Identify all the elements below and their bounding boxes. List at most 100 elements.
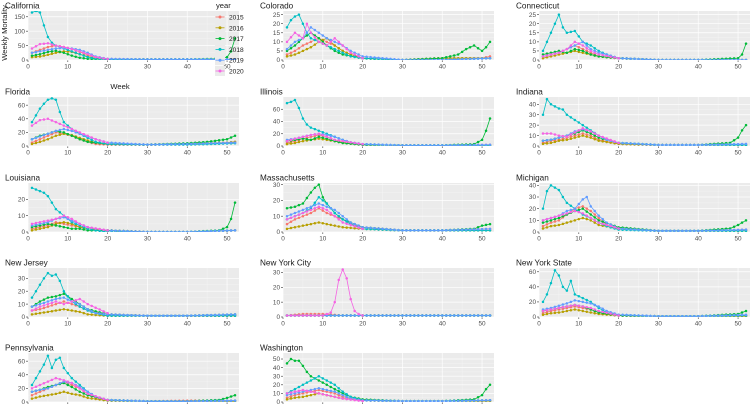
data-point-2015	[577, 46, 581, 49]
data-point-2017	[297, 359, 301, 362]
data-point-2019	[381, 56, 384, 60]
data-point-2018	[585, 42, 589, 45]
data-point-2019	[581, 300, 585, 304]
data-point-2017	[573, 47, 577, 51]
data-point-2016	[577, 217, 581, 221]
data-point-2020	[589, 130, 592, 133]
data-point-2020	[38, 383, 42, 387]
data-point-2019	[417, 399, 420, 402]
data-point-2020	[557, 134, 561, 137]
data-point-2019	[653, 229, 656, 232]
data-point-2015	[337, 393, 340, 397]
data-point-2019	[645, 58, 648, 60]
data-point-2017	[82, 57, 85, 60]
data-point-2020	[561, 134, 565, 138]
data-point-2019	[34, 304, 38, 307]
data-point-2016	[545, 142, 549, 145]
data-point-2016	[565, 138, 569, 141]
data-point-2020	[321, 207, 325, 210]
data-point-2018	[54, 358, 58, 362]
data-point-2016	[46, 53, 50, 57]
data-point-2020	[70, 127, 74, 131]
data-point-2020	[549, 308, 553, 311]
data-point-2020	[62, 378, 66, 382]
data-point-2019	[289, 213, 293, 216]
x-tick-label: 10	[319, 150, 327, 157]
data-point-2019	[385, 143, 388, 146]
data-point-2020	[361, 227, 364, 231]
panel-title-new-york-state: New York State	[516, 259, 572, 268]
data-point-2015	[549, 221, 553, 224]
data-point-2019	[621, 313, 624, 317]
data-point-2020	[54, 120, 58, 124]
data-point-2019	[661, 58, 664, 60]
data-point-2016	[333, 224, 336, 227]
data-point-2019	[708, 314, 712, 317]
data-point-2018	[317, 195, 321, 199]
data-point-2019	[728, 228, 732, 232]
data-point-2017	[480, 393, 484, 397]
data-point-2019	[154, 58, 157, 60]
data-point-2016	[50, 309, 54, 313]
data-point-2018	[46, 194, 50, 198]
data-point-2016	[34, 141, 38, 145]
data-point-2017	[34, 53, 38, 57]
data-point-2018	[553, 22, 557, 25]
data-point-2015	[589, 51, 592, 54]
data-point-2019	[381, 227, 384, 231]
data-point-2018	[337, 49, 340, 53]
data-point-2019	[170, 230, 173, 232]
data-point-2019	[397, 144, 400, 146]
data-point-2016	[561, 139, 565, 142]
data-point-2020	[62, 45, 66, 49]
data-point-2018	[349, 55, 352, 58]
data-point-2020	[293, 31, 297, 35]
data-point-2019	[369, 399, 372, 402]
data-point-2016	[66, 221, 70, 225]
data-point-2017	[484, 223, 488, 227]
data-point-2019	[472, 228, 476, 231]
data-point-2016	[553, 140, 557, 144]
legend-key-point	[218, 15, 222, 19]
data-point-2018	[50, 201, 54, 204]
legend-item-2015: 2015	[215, 12, 244, 22]
data-point-2020	[573, 209, 577, 213]
data-point-2020	[313, 391, 317, 394]
data-point-2016	[349, 226, 352, 230]
data-point-2018	[78, 52, 81, 56]
data-point-2017	[736, 56, 740, 60]
data-point-2020	[341, 397, 344, 400]
data-point-2019	[329, 389, 333, 393]
data-point-2016	[353, 226, 356, 230]
data-point-2019	[98, 312, 101, 315]
data-point-2020	[90, 226, 93, 229]
data-point-2017	[317, 379, 321, 382]
y-tick-label: 0	[21, 143, 25, 150]
data-point-2020	[353, 309, 356, 313]
data-point-2019	[561, 303, 565, 306]
series-line-2018	[286, 196, 491, 231]
data-point-2018	[541, 207, 545, 210]
data-point-2020	[293, 314, 297, 317]
data-point-2020	[613, 226, 616, 229]
data-point-2020	[74, 384, 78, 387]
data-point-2018	[38, 11, 42, 14]
y-tick-label: 0	[276, 57, 280, 64]
legend-key-point	[218, 47, 222, 51]
y-tick-label: 40	[18, 116, 26, 123]
data-point-2019	[305, 207, 309, 210]
data-point-2019	[325, 133, 329, 137]
data-point-2017	[740, 53, 744, 56]
data-point-2016	[581, 216, 585, 220]
data-point-2019	[130, 230, 133, 232]
data-point-2018	[565, 31, 569, 35]
data-point-2020	[333, 214, 336, 218]
data-point-2019	[645, 143, 648, 146]
data-point-2015	[581, 132, 585, 135]
x-tick-label: 30	[655, 236, 663, 243]
data-point-2017	[54, 295, 58, 298]
data-point-2019	[405, 229, 408, 232]
data-point-2016	[289, 397, 293, 400]
data-point-2019	[229, 313, 233, 316]
data-point-2019	[605, 309, 608, 313]
